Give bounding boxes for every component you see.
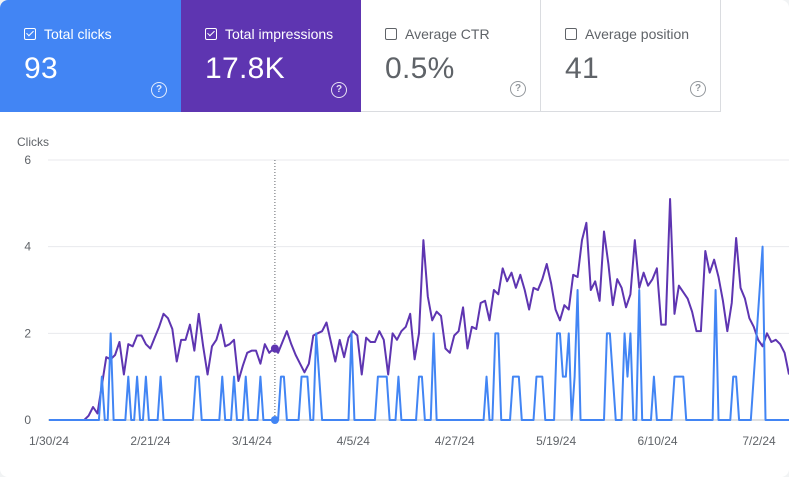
- checkbox-checked-icon[interactable]: [24, 28, 36, 40]
- x-tick-label: 2/21/24: [130, 434, 170, 448]
- x-tick-label: 1/30/24: [29, 434, 69, 448]
- hover-points: [270, 344, 279, 424]
- y-tick-label: 2: [24, 326, 31, 340]
- x-tick-label: 3/14/24: [232, 434, 272, 448]
- y-tick-label: 6: [24, 153, 31, 167]
- x-tick-label: 5/19/24: [536, 434, 576, 448]
- x-tick-label: 6/10/24: [638, 434, 678, 448]
- clicks-series-line: [49, 245, 789, 421]
- metric-card-average-ctr[interactable]: Average CTR 0.5% ?: [361, 0, 541, 112]
- metric-value: 93: [24, 52, 58, 85]
- x-tick-label: 4/27/24: [435, 434, 475, 448]
- metric-value: 17.8K: [205, 52, 285, 85]
- y-tick-label: 0: [24, 413, 31, 427]
- help-icon[interactable]: ?: [151, 82, 167, 98]
- metric-value: 0.5%: [385, 52, 455, 85]
- metric-card-header: Average CTR: [385, 24, 540, 44]
- impressions-series-line: [49, 198, 789, 421]
- checkbox-unchecked-icon[interactable]: [385, 28, 397, 40]
- metric-label: Total impressions: [225, 26, 334, 42]
- x-tick-label: 4/5/24: [337, 434, 371, 448]
- x-axis-ticks: 1/30/24 2/21/24 3/14/24 4/5/24 4/27/24 5/19/2…: [29, 434, 776, 448]
- y-tick-label: 4: [24, 240, 31, 254]
- checkbox-checked-icon[interactable]: [205, 28, 217, 40]
- help-icon[interactable]: ?: [690, 81, 706, 97]
- metric-card-header: Total clicks: [24, 24, 181, 44]
- metric-label: Average position: [585, 26, 690, 42]
- y-axis-label: Clicks: [17, 135, 49, 149]
- performance-chart[interactable]: Clicks 0 2 4 6 1/30/24 2/21/24 3/14/24 4/5/24 4…: [0, 112, 789, 477]
- impressions-hover-dot: [270, 344, 279, 353]
- metric-label: Average CTR: [405, 26, 490, 42]
- clicks-hover-dot: [270, 416, 279, 424]
- metric-cards: Total clicks 93 ? Total impressions 17.8…: [0, 0, 789, 112]
- metric-card-average-position[interactable]: Average position 41 ?: [541, 0, 721, 112]
- metric-value: 41: [565, 52, 599, 85]
- y-axis-ticks: 0 2 4 6: [24, 153, 31, 427]
- metric-card-total-impressions[interactable]: Total impressions 17.8K ?: [181, 0, 361, 112]
- help-icon[interactable]: ?: [331, 82, 347, 98]
- metric-label: Total clicks: [44, 26, 112, 42]
- x-tick-label: 7/2/24: [742, 434, 776, 448]
- help-icon[interactable]: ?: [510, 81, 526, 97]
- series-lines: [49, 198, 789, 421]
- metric-card-total-clicks[interactable]: Total clicks 93 ?: [0, 0, 181, 112]
- metric-card-header: Total impressions: [205, 24, 361, 44]
- metric-card-header: Average position: [565, 24, 720, 44]
- checkbox-unchecked-icon[interactable]: [565, 28, 577, 40]
